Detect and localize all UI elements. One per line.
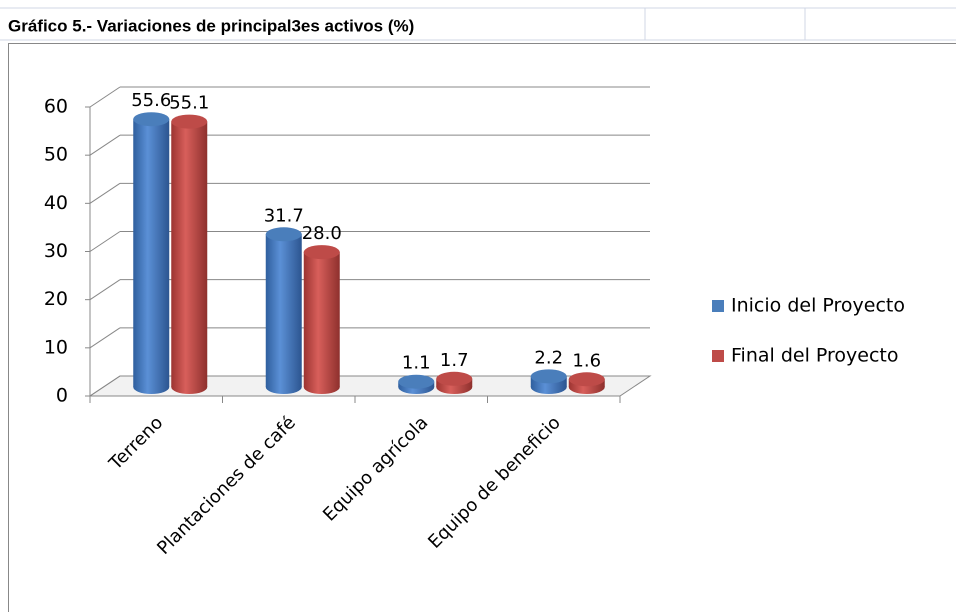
data-label: 31.7 <box>264 205 304 226</box>
legend-swatch <box>712 300 724 312</box>
legend-label: Inicio del Proyecto <box>731 295 905 317</box>
grid-line <box>89 327 121 349</box>
bar <box>265 227 302 394</box>
legend-label: Final del Proyecto <box>731 345 899 367</box>
bar-part <box>398 374 435 389</box>
grid-line <box>89 231 121 252</box>
grid-line <box>89 375 121 397</box>
grid-line <box>89 134 121 156</box>
data-label: 55.1 <box>169 93 209 114</box>
bar-part <box>133 112 170 127</box>
data-label: 28.0 <box>302 223 342 244</box>
data-label: 1.7 <box>440 350 469 371</box>
y-tick-label: 40 <box>44 192 68 214</box>
grid-line <box>89 182 121 204</box>
bar <box>171 114 208 394</box>
y-tick-label: 20 <box>44 288 68 310</box>
bar-part <box>265 227 302 242</box>
bar-part <box>171 121 208 387</box>
data-label: 55.6 <box>131 90 171 111</box>
bar-part <box>303 252 340 387</box>
bar-part <box>568 372 605 387</box>
bar <box>398 374 435 394</box>
grid-line <box>89 279 121 301</box>
sheet-row <box>0 0 956 40</box>
legend-swatch <box>712 350 724 362</box>
bar <box>303 245 340 394</box>
bar-part <box>265 234 302 387</box>
y-tick-label: 10 <box>44 336 68 358</box>
y-tick-label: 50 <box>44 144 68 166</box>
bar-part <box>530 369 567 384</box>
bar-part <box>303 245 340 260</box>
data-label: 2.2 <box>534 347 563 368</box>
data-label: 1.6 <box>572 350 601 371</box>
bar <box>530 369 567 394</box>
chart-title: Gráfico 5.- Variaciones de principal3es … <box>8 16 414 35</box>
bar-part <box>133 119 170 388</box>
y-tick-label: 30 <box>44 240 68 262</box>
data-label: 1.1 <box>402 353 431 374</box>
bar <box>436 371 473 394</box>
bar-part <box>436 371 473 386</box>
bar-part <box>171 114 208 129</box>
bar <box>568 372 605 394</box>
grid-line <box>89 86 121 108</box>
bar <box>133 112 170 394</box>
y-tick-label: 0 <box>56 385 68 407</box>
y-tick-label: 60 <box>44 96 68 118</box>
